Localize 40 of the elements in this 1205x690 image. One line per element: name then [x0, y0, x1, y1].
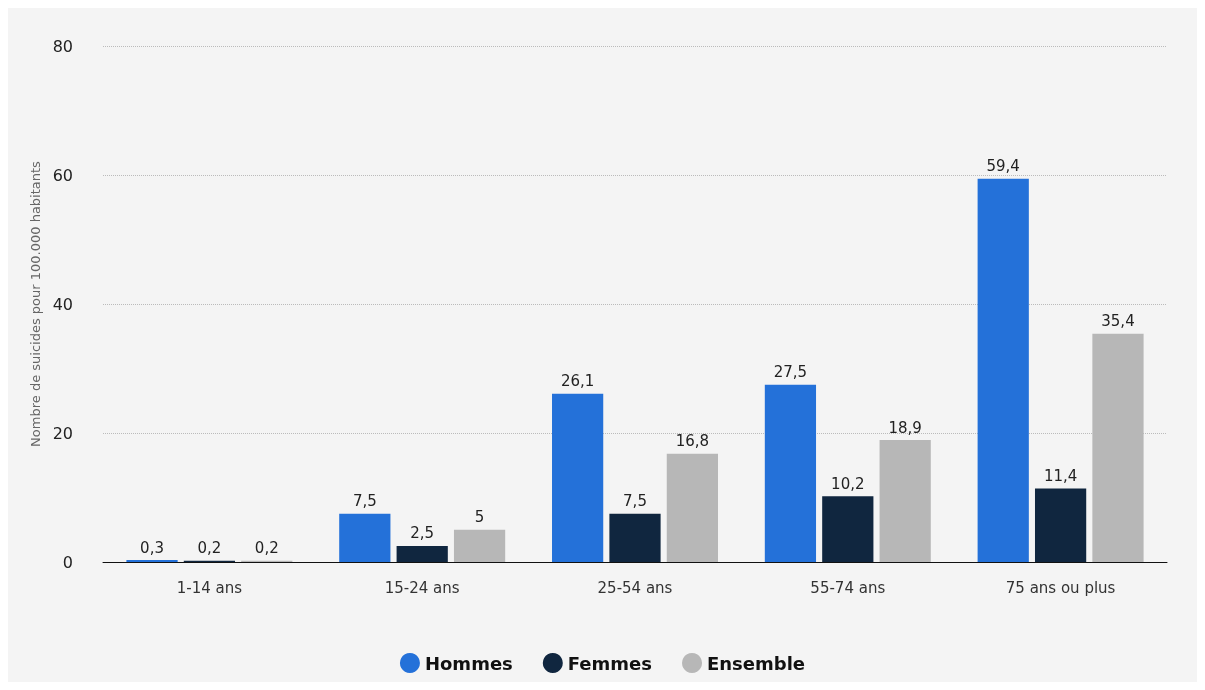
y-tick-label: 0 [62, 552, 73, 572]
data-label: 5 [474, 508, 485, 527]
data-label: 7,5 [352, 492, 377, 511]
data-label: 16,8 [675, 432, 710, 451]
bar [339, 513, 391, 562]
data-label: 10,2 [831, 474, 865, 493]
legend-label: Femmes [567, 652, 653, 674]
data-label: 0,3 [140, 538, 164, 557]
bar [396, 545, 448, 562]
legend-label: Hommes [424, 652, 513, 674]
x-tick-label: 55-74 ans [810, 578, 886, 597]
data-label: 0,2 [197, 539, 222, 558]
bar [764, 384, 817, 562]
bar [977, 178, 1029, 562]
data-label: 0,2 [254, 539, 279, 558]
data-label: 26,1 [560, 372, 595, 391]
bar [609, 513, 661, 562]
bar [666, 453, 718, 562]
x-tick-label: 75 ans ou plus [1005, 578, 1116, 597]
y-tick-label: 20 [52, 423, 73, 443]
bar [552, 393, 604, 562]
legend-label: Ensemble [707, 652, 806, 674]
y-tick-label: 60 [52, 165, 73, 185]
data-label: 11,4 [1043, 466, 1078, 485]
bar [453, 529, 506, 562]
bar [822, 496, 874, 562]
x-tick-label: 15-24 ans [384, 578, 460, 597]
data-label: 18,9 [888, 418, 922, 437]
data-label: 2,5 [410, 524, 435, 543]
y-tick-label: 80 [52, 36, 73, 56]
data-label: 35,4 [1101, 312, 1135, 331]
y-axis-title: Nombre de suicides pour 100.000 habitants [27, 160, 43, 447]
data-label: 59,4 [986, 157, 1020, 176]
data-label: 27,5 [773, 363, 808, 382]
data-label: 7,5 [623, 492, 647, 511]
x-tick-label: 1-14 ans [176, 578, 243, 597]
x-tick-label: 25-54 ans [597, 578, 673, 597]
bar [1034, 488, 1087, 562]
bar [879, 440, 931, 562]
y-tick-label: 40 [52, 294, 73, 314]
